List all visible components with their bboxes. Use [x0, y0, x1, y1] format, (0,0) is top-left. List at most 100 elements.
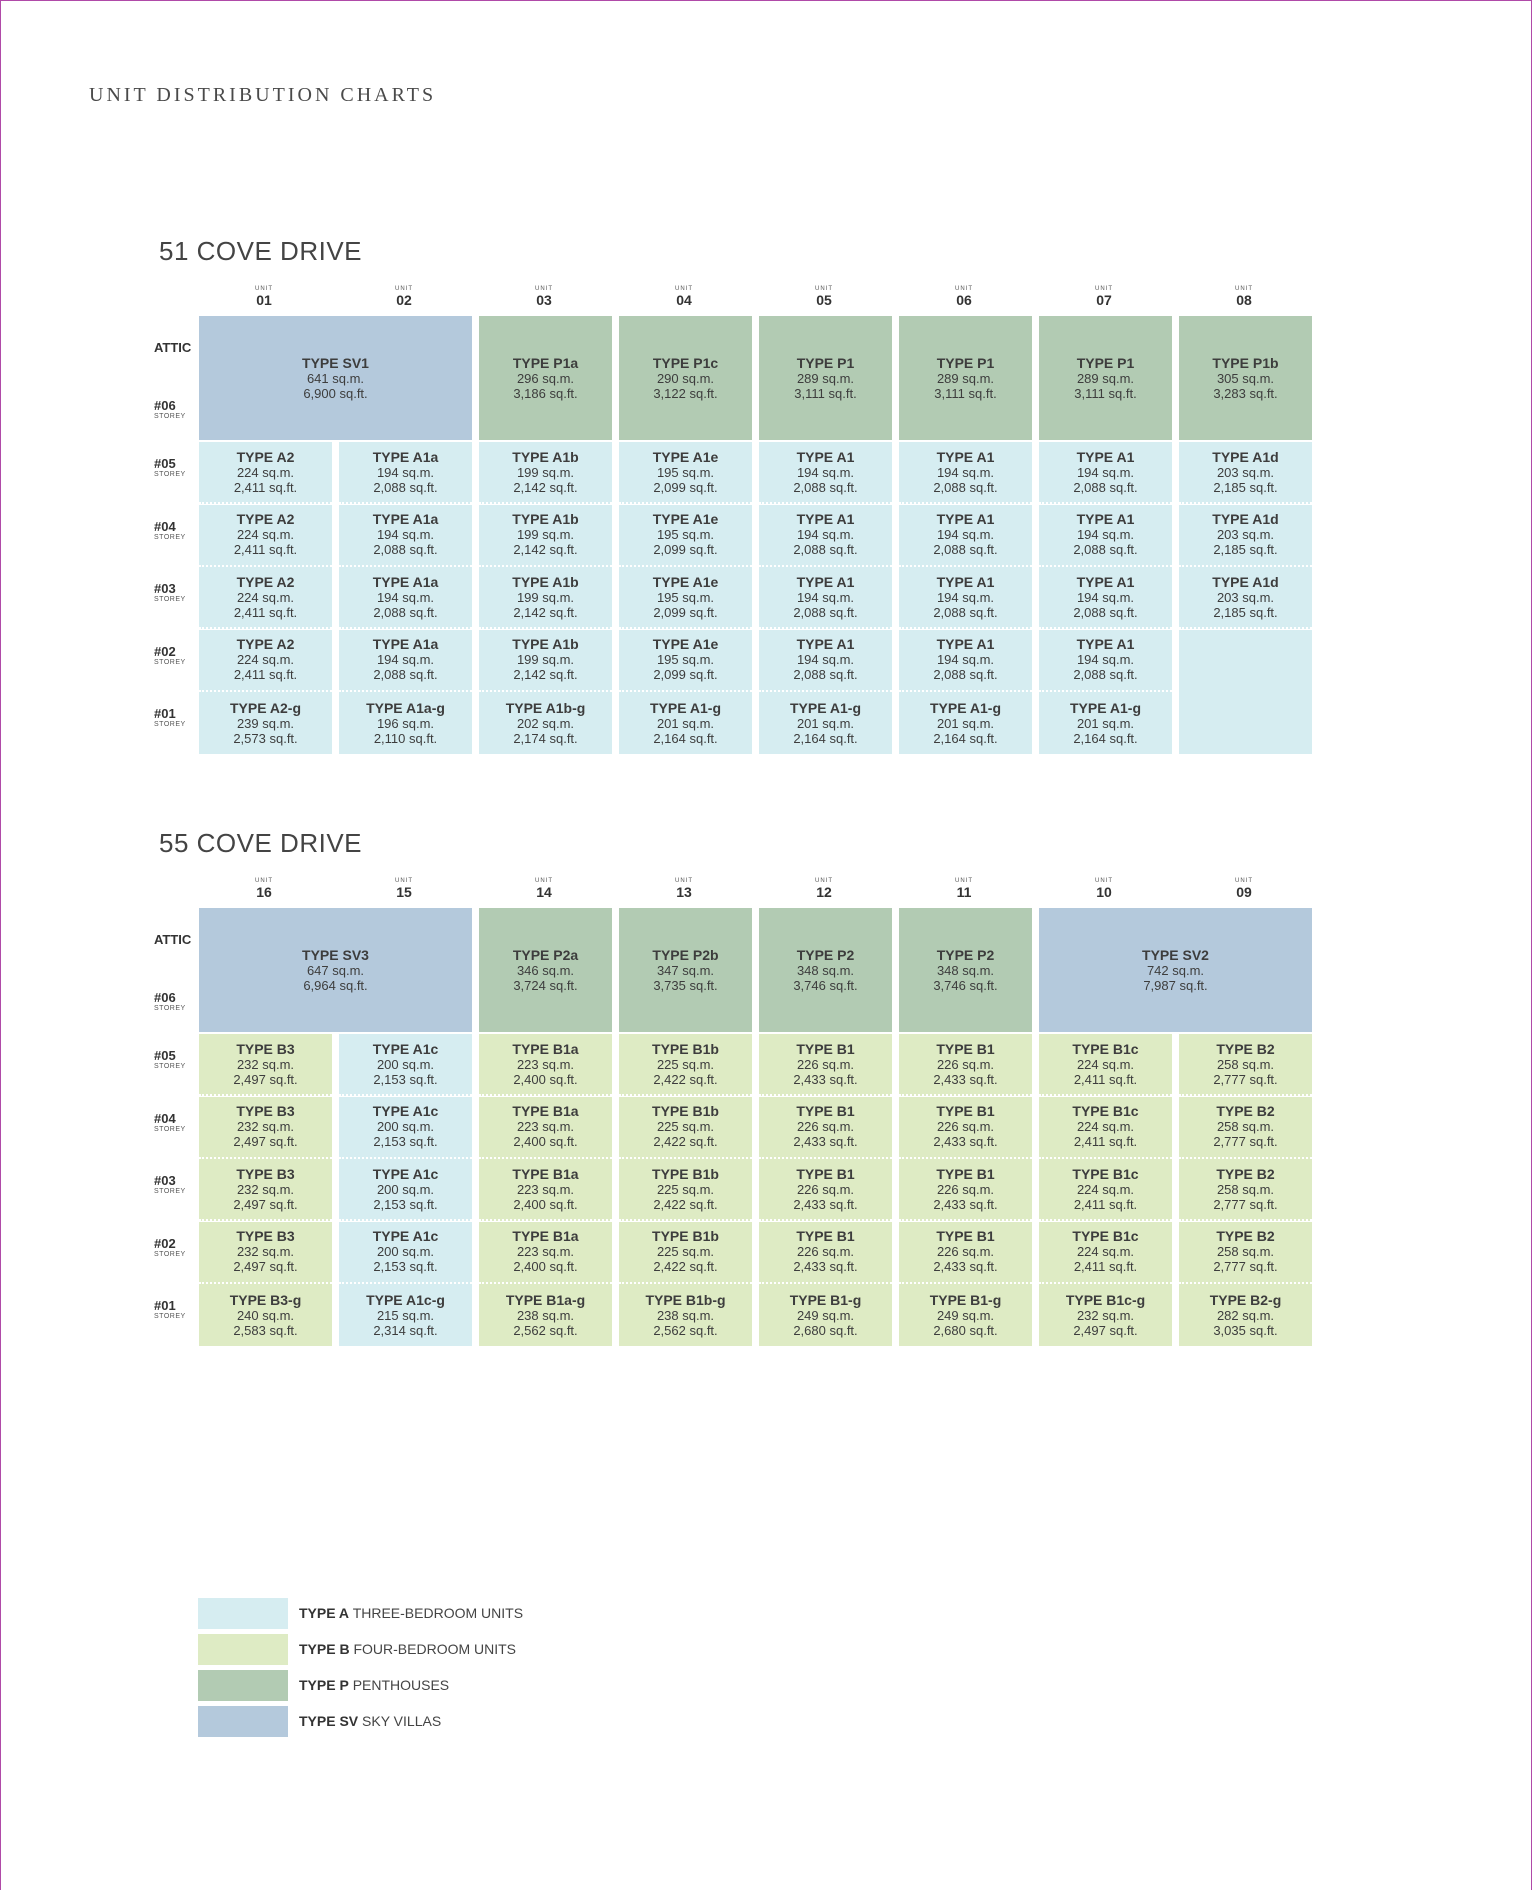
unit-area-sqft: 2,777 sq.ft. [1213, 1259, 1278, 1274]
unit-area-sqft: 2,433 sq.ft. [933, 1196, 998, 1212]
unit-type: TYPE B1 [936, 1040, 995, 1057]
unit-area-sqm: 296 sq.m. [516, 370, 575, 386]
unit-area-sqm: 232 sq.m. [1076, 1307, 1135, 1323]
unit-area-sqft: 2,185 sq.ft. [1213, 479, 1278, 495]
unit-header-label: UNIT [395, 878, 413, 884]
unit-type: TYPE A1c [372, 1228, 439, 1244]
unit-cell: TYPE B1c 224 sq.m. 2,411 sq.ft. [1039, 1096, 1172, 1159]
unit-area-sqft: 3,111 sq.ft. [794, 385, 857, 401]
unit-area-sqm: 201 sq.m. [656, 715, 715, 731]
unit-area-sqft: 2,088 sq.ft. [1073, 667, 1138, 682]
unit-area-sqft: 2,433 sq.ft. [793, 1196, 858, 1212]
storey-sub-label: STOREY [154, 596, 186, 603]
unit-area-sqft: 2,088 sq.ft. [1073, 604, 1138, 620]
unit-cell: TYPE A1d 203 sq.m. 2,185 sq.ft. [1179, 442, 1312, 504]
storey-sub-label: STOREY [154, 1125, 186, 1133]
unit-area-sqft: 2,142 sq.ft. [513, 604, 578, 620]
unit-header-label: UNIT [955, 286, 973, 292]
storey-sub-label: STOREY [154, 1188, 186, 1195]
unit-area-sqm: 196 sq.m. [376, 715, 435, 731]
storey-label: #02 STOREY [154, 1236, 199, 1259]
unit-area-sqm: 647 sq.m. [306, 962, 365, 978]
unit-cell: TYPE B1b 225 sq.m. 2,422 sq.ft. [619, 1096, 752, 1159]
unit-area-sqft: 2,142 sq.ft. [513, 479, 578, 495]
unit-type: TYPE A1 [936, 448, 995, 465]
unit-cell: TYPE B1b 225 sq.m. 2,422 sq.ft. [619, 1034, 752, 1096]
unit-area-sqm: 249 sq.m. [796, 1307, 855, 1323]
unit-type: TYPE B1a [512, 1165, 579, 1182]
unit-cell: TYPE B3 232 sq.m. 2,497 sq.ft. [199, 1034, 332, 1096]
unit-cell: TYPE B2 258 sq.m. 2,777 sq.ft. [1179, 1034, 1312, 1096]
unit-cell: TYPE B3 232 sq.m. 2,497 sq.ft. [199, 1096, 332, 1159]
unit-cell: TYPE A2 224 sq.m. 2,411 sq.ft. [199, 629, 332, 692]
unit-area-sqm: 194 sq.m. [796, 652, 855, 667]
unit-area-sqft: 2,400 sq.ft. [513, 1134, 578, 1149]
unit-type: TYPE B3 [236, 1040, 295, 1057]
unit-area-sqm: 641 sq.m. [306, 370, 365, 386]
unit-number: 06 [956, 292, 972, 308]
unit-cell: TYPE B1c-g 232 sq.m. 2,497 sq.ft. [1039, 1284, 1172, 1346]
unit-area-sqft: 2,164 sq.ft. [793, 730, 858, 746]
unit-area-sqft: 2,088 sq.ft. [793, 479, 858, 495]
unit-area-sqm: 200 sq.m. [376, 1244, 435, 1259]
storey-sub-label: STOREY [154, 1313, 186, 1320]
unit-type: TYPE A1 [936, 511, 995, 527]
unit-type: TYPE A1a [372, 573, 439, 590]
unit-area-sqm: 226 sq.m. [796, 1181, 855, 1197]
unit-cell: TYPE B2 258 sq.m. 2,777 sq.ft. [1179, 1221, 1312, 1284]
unit-area-sqft: 2,185 sq.ft. [1213, 542, 1278, 557]
unit-area-sqft: 2,433 sq.ft. [793, 1259, 858, 1274]
unit-area-sqft: 2,142 sq.ft. [513, 542, 578, 557]
unit-area-sqm: 223 sq.m. [516, 1056, 575, 1072]
legend-text: TYPE SV SKY VILLAS [299, 1713, 441, 1729]
unit-cell: TYPE A1 194 sq.m. 2,088 sq.ft. [899, 442, 1032, 504]
unit-type: TYPE A1b [512, 511, 579, 527]
unit-number: 11 [956, 884, 972, 900]
unit-cell: TYPE A1a 194 sq.m. 2,088 sq.ft. [339, 629, 472, 692]
unit-type: TYPE A1 [1076, 448, 1135, 465]
penthouse-cell: TYPE P2a 346 sq.m. 3,724 sq.ft. [479, 908, 612, 1032]
unit-type: TYPE A1 [796, 448, 855, 465]
storey-label: #05 STOREY [154, 456, 199, 479]
unit-type: TYPE A1 [936, 636, 995, 652]
unit-area-sqm: 226 sq.m. [796, 1244, 855, 1259]
unit-cell: TYPE A1a 194 sq.m. 2,088 sq.ft. [339, 504, 472, 567]
unit-type: TYPE P1 [936, 354, 995, 371]
storey-label: #04 STOREY [154, 1111, 199, 1134]
unit-area-sqm: 258 sq.m. [1216, 1181, 1275, 1197]
unit-type: TYPE B1 [796, 1165, 855, 1182]
unit-area-sqm: 232 sq.m. [236, 1119, 295, 1134]
unit-area-sqft: 2,088 sq.ft. [793, 604, 858, 620]
unit-area-sqft: 2,174 sq.ft. [513, 730, 578, 746]
unit-area-sqm: 226 sq.m. [936, 1056, 995, 1072]
unit-area-sqft: 2,088 sq.ft. [933, 542, 998, 557]
storey-sub-label: STOREY [154, 471, 186, 478]
unit-cell: TYPE A1c-g 215 sq.m. 2,314 sq.ft. [339, 1284, 472, 1346]
unit-area-sqm: 194 sq.m. [376, 589, 435, 605]
unit-header: UNIT 16 [199, 878, 329, 900]
unit-area-sqm: 346 sq.m. [516, 962, 575, 978]
unit-area-sqm: 200 sq.m. [376, 1056, 435, 1072]
unit-area-sqm: 194 sq.m. [796, 464, 855, 480]
unit-area-sqft: 3,746 sq.ft. [933, 977, 998, 993]
unit-cell: TYPE B1b 225 sq.m. 2,422 sq.ft. [619, 1221, 752, 1284]
legend-code: TYPE B [299, 1641, 350, 1657]
unit-type: TYPE A1a [372, 448, 439, 465]
unit-type: TYPE B3 [236, 1103, 295, 1119]
unit-area-sqft: 2,433 sq.ft. [793, 1071, 858, 1087]
unit-type: TYPE B2 [1216, 1228, 1275, 1244]
unit-area-sqm: 194 sq.m. [796, 589, 855, 605]
unit-number: 09 [1236, 884, 1252, 900]
storey-number: #01 [154, 1298, 176, 1313]
unit-cell: TYPE B1c 224 sq.m. 2,411 sq.ft. [1039, 1159, 1172, 1221]
unit-cell: TYPE B1-g 249 sq.m. 2,680 sq.ft. [759, 1284, 892, 1346]
unit-area-sqft: 2,433 sq.ft. [793, 1134, 858, 1149]
unit-area-sqm: 232 sq.m. [236, 1181, 295, 1197]
unit-number: 12 [816, 884, 832, 900]
unit-cell: TYPE A1d 203 sq.m. 2,185 sq.ft. [1179, 567, 1312, 629]
unit-area-sqft: 2,153 sq.ft. [373, 1134, 438, 1149]
unit-number: 04 [676, 292, 692, 308]
unit-area-sqft: 2,164 sq.ft. [1073, 730, 1138, 746]
unit-area-sqm: 289 sq.m. [936, 370, 995, 386]
unit-area-sqm: 224 sq.m. [236, 652, 295, 667]
